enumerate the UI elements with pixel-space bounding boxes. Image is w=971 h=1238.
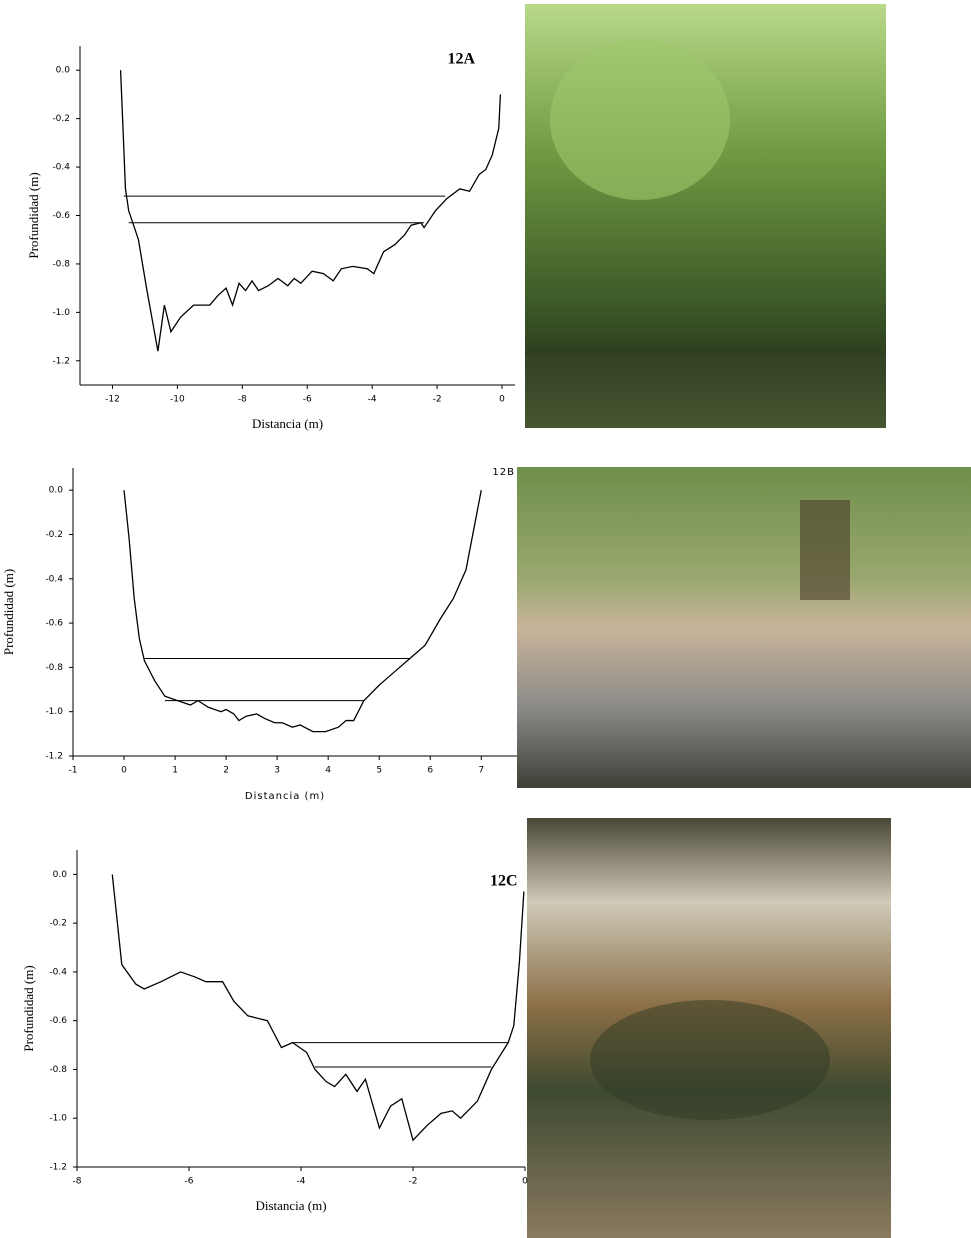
panel-label: 12A — [447, 51, 475, 68]
x-tick-label: 7 — [478, 766, 484, 776]
y-tick-label: -0.4 — [49, 967, 67, 977]
photo-water — [590, 1000, 830, 1120]
x-tick-label: 0 — [522, 1177, 528, 1187]
y-tick-label: -1.0 — [52, 308, 70, 318]
y-tick-label: -0.4 — [52, 163, 70, 173]
y-tick-label: -1.2 — [45, 752, 63, 762]
x-tick-label: 6 — [427, 766, 433, 776]
y-tick-label: 0.0 — [49, 486, 64, 496]
x-tick-label: 2 — [223, 766, 229, 776]
y-tick-label: -0.8 — [49, 1065, 67, 1075]
profile-line — [119, 70, 502, 352]
y-tick-label: -1.0 — [45, 707, 63, 717]
y-tick-label: -0.8 — [45, 663, 63, 673]
y-tick-label: -0.4 — [45, 574, 63, 584]
y-tick-label: 0.0 — [56, 66, 71, 76]
x-axis-label: Distancia (m) — [252, 416, 323, 431]
y-tick-label: -1.0 — [49, 1114, 67, 1124]
y-tick-label: -1.2 — [52, 356, 70, 366]
y-axis-label: Profundidad (m) — [26, 172, 41, 258]
x-tick-label: -8 — [238, 395, 247, 405]
photo-tree — [800, 500, 850, 600]
x-tick-label: -12 — [105, 395, 120, 405]
y-axis-label: Profundidad (m) — [21, 965, 36, 1051]
y-tick-label: -1.2 — [49, 1163, 67, 1173]
profile-line — [111, 874, 525, 1142]
x-axis-label: Distancia (m) — [255, 1198, 326, 1213]
x-tick-label: -8 — [73, 1177, 82, 1187]
photo — [517, 467, 971, 788]
x-tick-label: -6 — [303, 395, 312, 405]
photo-foliage — [550, 40, 730, 200]
x-tick-label: -1 — [69, 766, 78, 776]
x-tick-label: -10 — [170, 395, 185, 405]
y-tick-label: -0.8 — [52, 259, 70, 269]
x-tick-label: 4 — [325, 766, 331, 776]
photo-water — [525, 355, 886, 428]
x-tick-label: -6 — [185, 1177, 194, 1187]
y-tick-label: -0.2 — [52, 114, 70, 124]
y-tick-label: -0.6 — [45, 619, 63, 629]
x-tick-label: 3 — [274, 766, 280, 776]
x-axis-label: Distancia (m) — [245, 791, 325, 802]
x-tick-label: -4 — [368, 395, 377, 405]
x-tick-label: 0 — [499, 395, 505, 405]
x-tick-label: 0 — [121, 766, 127, 776]
panel-label: 12C — [490, 873, 518, 890]
y-tick-label: -0.6 — [52, 211, 70, 221]
x-tick-label: -2 — [409, 1177, 418, 1187]
y-tick-label: -0.6 — [49, 1016, 67, 1026]
x-tick-label: -4 — [297, 1177, 306, 1187]
y-tick-label: 0.0 — [53, 870, 68, 880]
panel-label: 12B — [492, 467, 515, 478]
x-tick-label: -2 — [433, 395, 442, 405]
x-tick-label: 1 — [172, 766, 178, 776]
profile-line — [123, 490, 482, 733]
y-tick-label: -0.2 — [45, 530, 63, 540]
y-axis-label: Profundidad (m) — [1, 569, 16, 655]
y-tick-label: -0.2 — [49, 919, 67, 929]
x-tick-label: 5 — [376, 766, 382, 776]
